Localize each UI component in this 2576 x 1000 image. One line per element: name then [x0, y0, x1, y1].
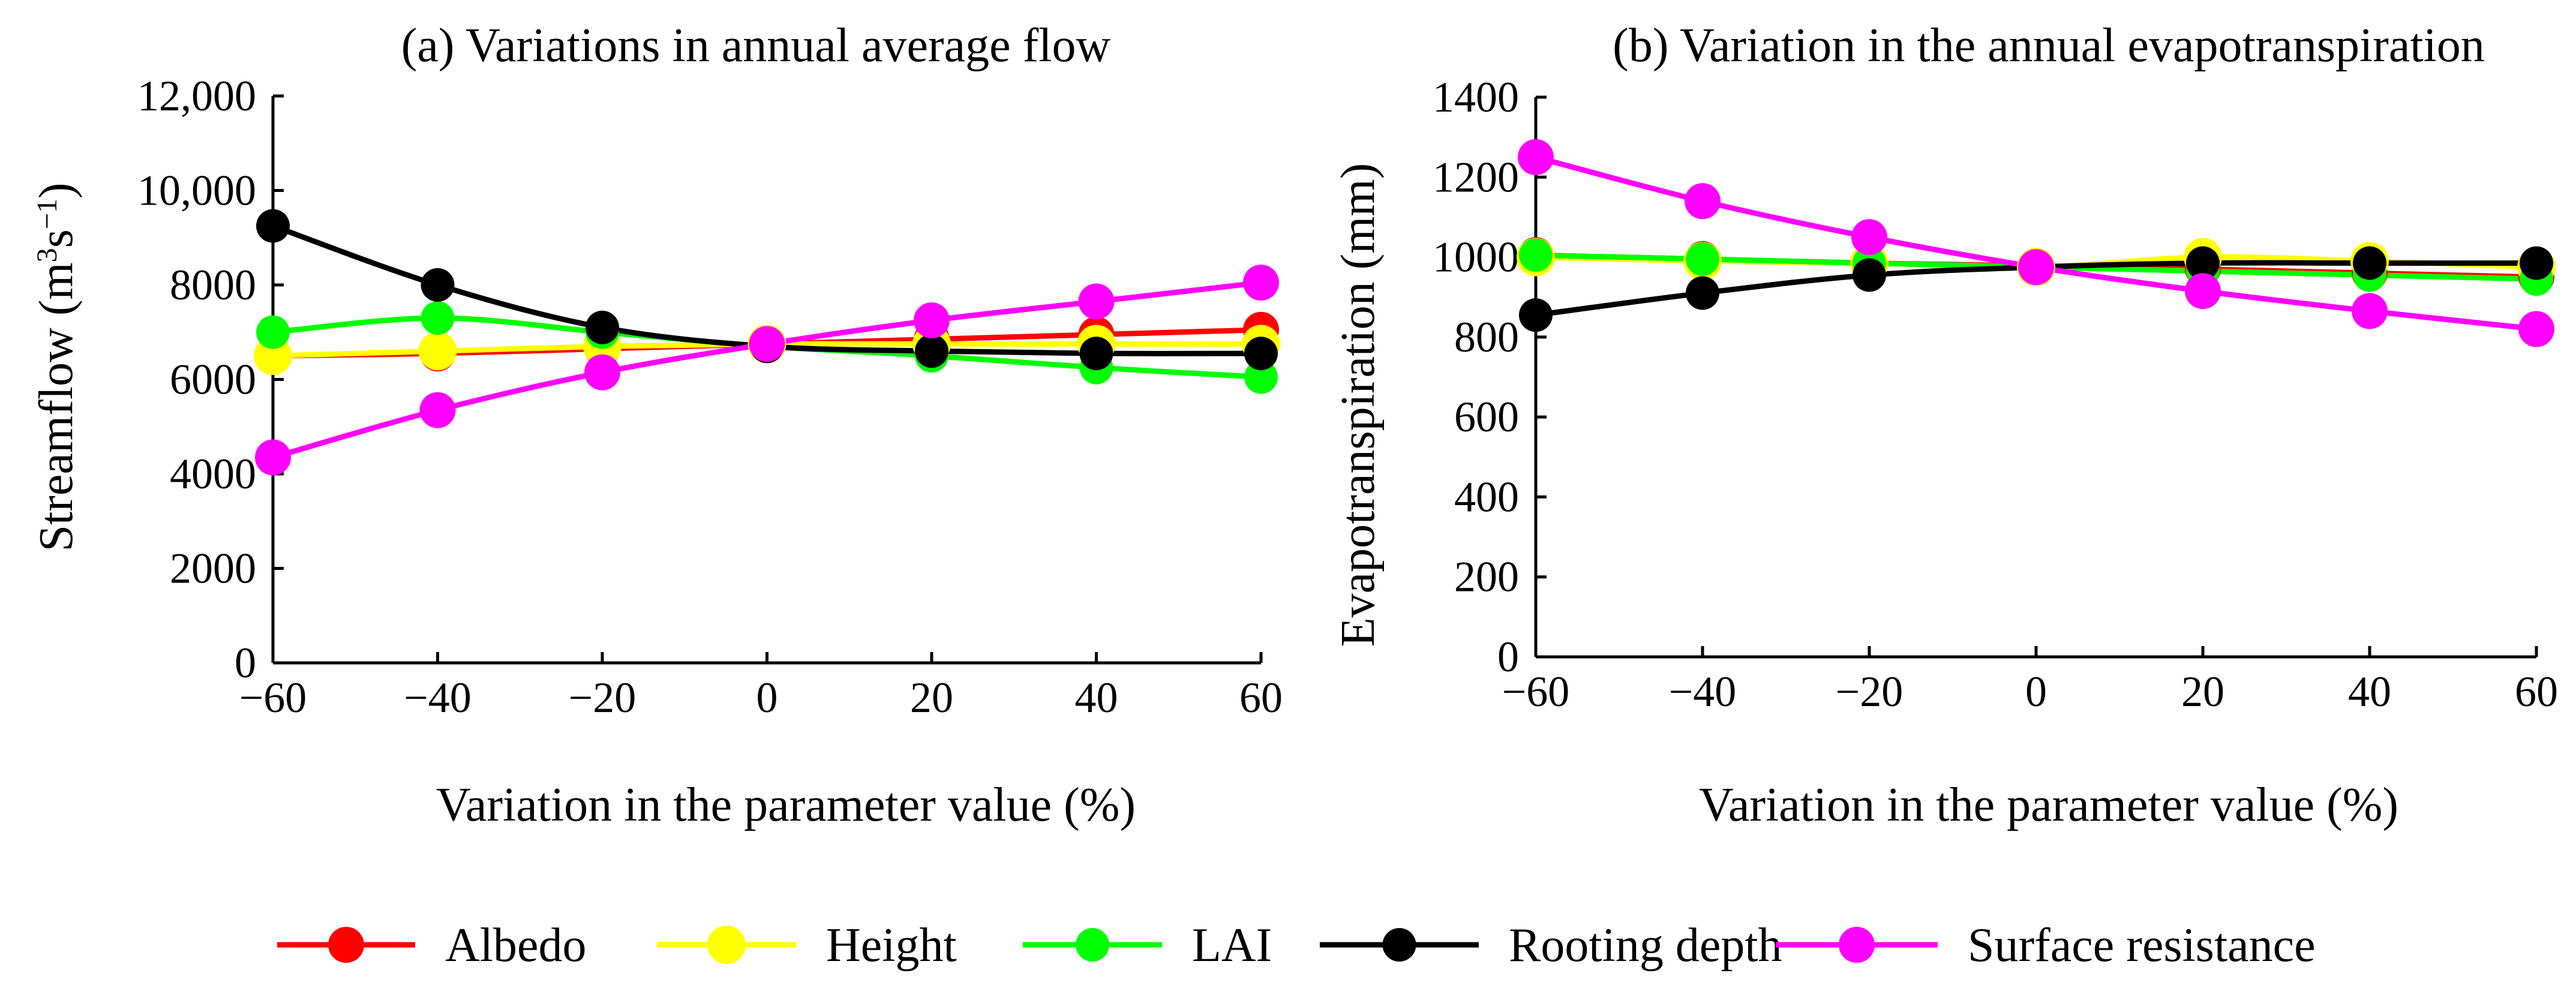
legend-marker-height [707, 926, 746, 964]
panel-b-point-surface-resistance [2518, 311, 2554, 347]
legend-label-surface-resistance: Surface resistance [1968, 919, 2316, 972]
panel-b-title: (b) Variation in the annual evapotranspi… [1613, 19, 2485, 72]
panel-b-point-rooting-depth [2186, 246, 2220, 280]
panel-a-x-tick-label: 20 [910, 674, 953, 722]
panel-b-x-tick-label: 60 [2515, 668, 2558, 716]
panel-a-x-tick-label: −20 [569, 674, 637, 722]
panel-a-x-axis-label: Variation in the parameter value (%) [436, 779, 1136, 831]
panel-a-point-rooting-depth [586, 310, 619, 344]
legend-marker-surface-resistance [1839, 927, 1875, 963]
panel-a-point-surface-resistance [584, 354, 620, 391]
panel-b-x-axis-label: Variation in the parameter value (%) [1699, 779, 2398, 831]
panel-a-x-tick-label: 60 [1239, 674, 1283, 722]
panel-a-point-surface-resistance [419, 392, 456, 428]
panel-a-point-rooting-depth [1244, 337, 1278, 371]
panel-b-point-rooting-depth [1686, 276, 1719, 310]
panel-a-y-tick-label: 2000 [170, 545, 256, 593]
panel-a-point-surface-resistance [1243, 265, 1279, 301]
panel-b-point-rooting-depth [1519, 298, 1553, 332]
panel-b-x-tick-label: 20 [2181, 668, 2224, 716]
legend-marker-albedo [328, 927, 364, 963]
panel-b-y-tick-label: 200 [1454, 553, 1519, 601]
panel-b-point-surface-resistance [1851, 219, 1887, 256]
legend: Albedo Height LAI Rooting depth Surface resi… [277, 919, 2316, 972]
panel-a-point-lai [256, 315, 290, 349]
panel-b-point-lai [1519, 238, 1553, 272]
panel-a-y-label-sup2: −1 [31, 199, 63, 229]
panel-a-x-tick-label: 40 [1075, 674, 1118, 722]
panel-a-point-rooting-depth [256, 209, 290, 243]
legend-label-lai: LAI [1192, 919, 1272, 972]
legend-label-albedo: Albedo [445, 919, 587, 972]
panel-b-y-tick-label: 1400 [1433, 73, 1519, 121]
panel-a-plot-area: 0 2000 4000 6000 8000 10,000 12,000 −60 −40 −20 0 2… [137, 72, 1283, 722]
panel-a-point-surface-resistance [255, 439, 291, 476]
panel-a-y-axis-label: Streamflow (m3s−1) [30, 183, 83, 552]
panel-b-y-tick-label: 1200 [1433, 153, 1519, 201]
panel-a-y-tick-label: 0 [235, 639, 256, 687]
panel-b-y-tick-label: 600 [1454, 393, 1519, 441]
panel-a-point-surface-resistance [1078, 283, 1115, 320]
panel-a-y-tick-label: 10,000 [137, 167, 256, 215]
panel-b-point-surface-resistance [1518, 139, 1554, 175]
panel-b-x-tick-label: −20 [1836, 668, 1904, 716]
panel-b-y-tick-label: 800 [1454, 313, 1519, 361]
panel-a-point-surface-resistance [914, 302, 950, 339]
panel-a-y-label-sup1: 3 [31, 248, 63, 262]
panel-a-y-tick-label: 8000 [170, 261, 256, 309]
legend-marker-lai [1076, 928, 1109, 962]
panel-a-point-rooting-depth [1079, 337, 1113, 371]
panel-b-point-surface-resistance [2352, 293, 2388, 329]
panel-a-point-rooting-depth [915, 334, 948, 368]
panel-b-x-tick-label: −60 [1502, 668, 1570, 716]
legend-marker-rooting-depth [1382, 928, 1416, 962]
panel-a-y-tick-label: 6000 [170, 356, 256, 404]
panel-b-chart: (b) Variation in the annual evapotranspi… [1332, 19, 2558, 831]
panel-a-point-height [418, 332, 457, 371]
panel-b-point-rooting-depth [2520, 246, 2553, 280]
panel-b-x-tick-label: 0 [2025, 668, 2047, 716]
panel-a-y-label-main: Streamflow (m [30, 262, 83, 551]
panel-b-plot-area: 0 200 400 600 800 1000 1200 1400 −60 −40 −20 0 20 40 6… [1433, 73, 2558, 716]
panel-a-y-label-end: ) [30, 183, 83, 199]
panel-b-series-line-surface-resistance [1535, 154, 2537, 332]
panel-a-x-tick-label: −60 [239, 674, 307, 722]
legend-label-height: Height [826, 919, 957, 972]
panel-a-y-tick-label: 12,000 [137, 72, 256, 120]
panel-a-x-tick-label: −40 [404, 674, 472, 722]
panel-a-point-surface-resistance [749, 326, 785, 362]
panel-a-y-tick-label: 4000 [170, 450, 256, 498]
panel-b-y-tick-label: 1000 [1433, 233, 1519, 281]
panel-a-title: (a) Variations in annual average flow [401, 19, 1111, 72]
panel-b-x-tick-label: 40 [2348, 668, 2391, 716]
panel-b-point-surface-resistance [2185, 273, 2221, 310]
panel-b-point-rooting-depth [2353, 246, 2386, 280]
panel-a-point-lai [421, 301, 455, 335]
panel-b-y-tick-label: 0 [1497, 633, 1519, 681]
panel-b-x-tick-label: −40 [1669, 668, 1737, 716]
panel-a-point-rooting-depth [421, 268, 455, 302]
panel-b-y-axis-label: Evapotranspiration (mm) [1332, 163, 1385, 647]
panel-b-point-surface-resistance [2018, 249, 2054, 286]
legend-label-rooting-depth: Rooting depth [1509, 919, 1782, 972]
panel-a-y-label-mid: s [30, 229, 83, 248]
panel-b-y-tick-label: 400 [1454, 473, 1519, 521]
panel-b-point-lai [1686, 242, 1719, 276]
panel-a-x-tick-label: 0 [756, 674, 778, 722]
panel-b-point-rooting-depth [1853, 258, 1886, 292]
panel-b-point-surface-resistance [1685, 183, 1721, 220]
panel-a-point-lai [1244, 360, 1278, 394]
panel-a-chart: (a) Variations in annual average flow Va… [30, 19, 1283, 831]
panel-a-point-height [254, 337, 292, 376]
